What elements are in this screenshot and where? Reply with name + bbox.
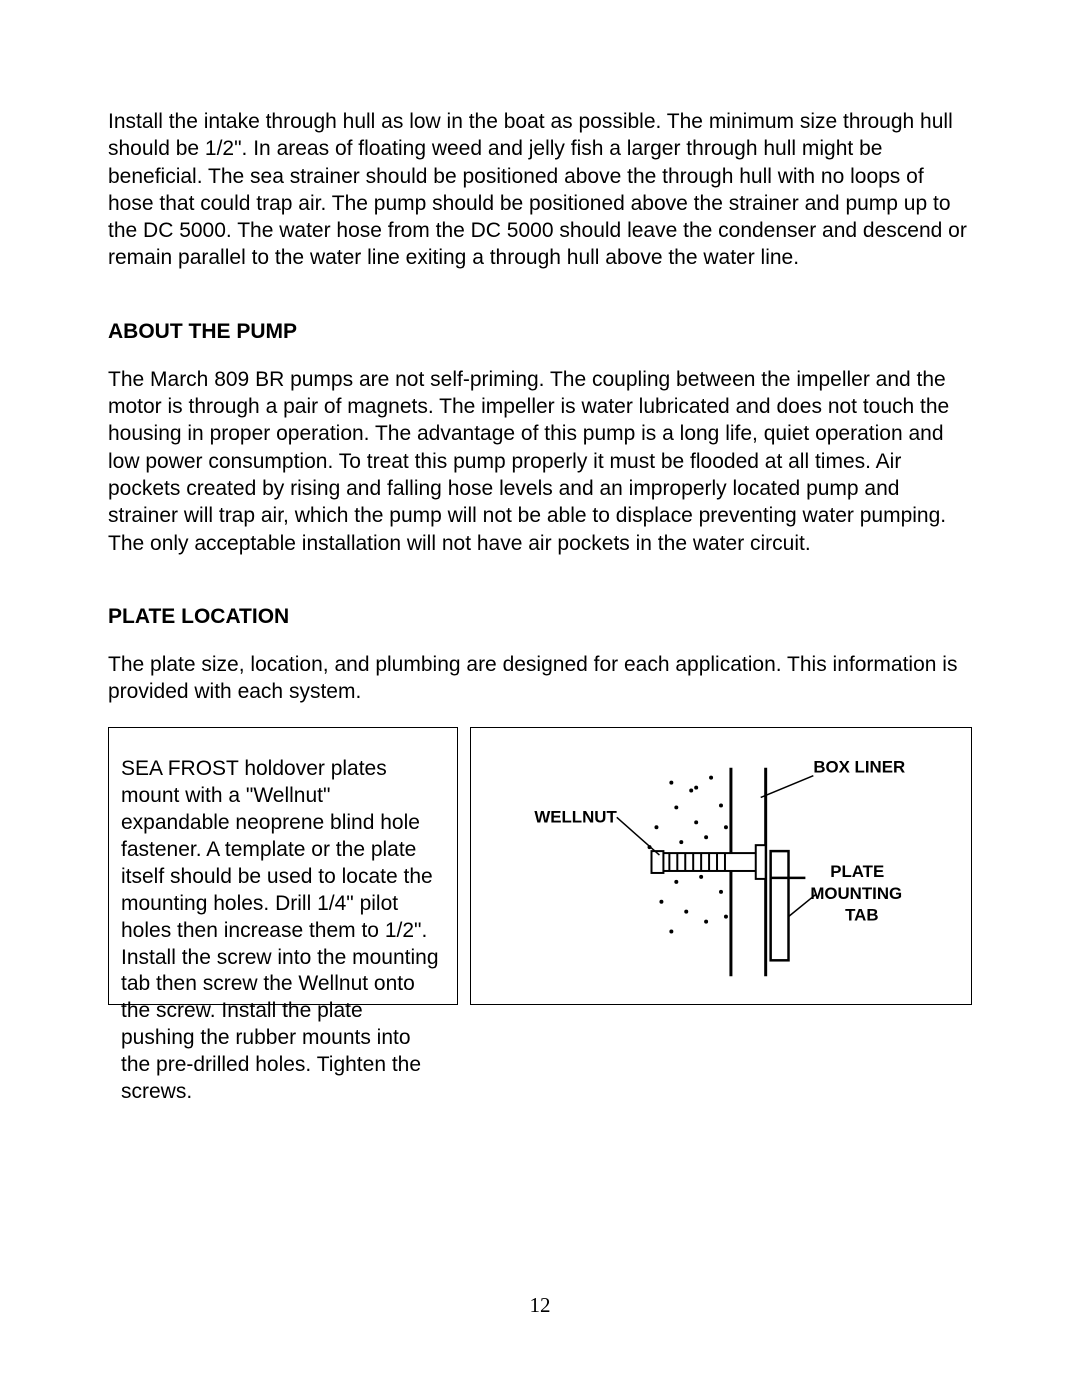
mounting-instructions-text: SEA FROST holdover plates mount with a "… [121, 756, 439, 1105]
heading-about-pump: ABOUT THE PUMP [108, 320, 972, 344]
mounting-instructions-box: SEA FROST holdover plates mount with a "… [108, 727, 458, 1005]
instruction-row: SEA FROST holdover plates mount with a "… [108, 727, 972, 1005]
svg-text:MOUNTING: MOUNTING [810, 884, 902, 903]
document-page: Install the intake through hull as low i… [0, 0, 1080, 1005]
label-wellnut: WELLNUT [534, 808, 617, 827]
label-box-liner: BOX LINER [813, 758, 905, 777]
svg-text:PLATE: PLATE [830, 862, 884, 881]
heading-plate-location: PLATE LOCATION [108, 605, 972, 629]
wellnut-diagram-box: WELLNUT BOX LINER PLATE MOUNTING TAB [470, 727, 972, 1005]
intro-paragraph: Install the intake through hull as low i… [108, 108, 972, 272]
label-plate-mounting-tab: PLATE MOUNTING TAB [810, 862, 902, 925]
about-pump-paragraph: The March 809 BR pumps are not self-prim… [108, 366, 972, 557]
plate-location-paragraph: The plate size, location, and plumbing a… [108, 651, 972, 706]
wellnut-diagram: WELLNUT BOX LINER PLATE MOUNTING TAB [471, 728, 971, 1004]
svg-text:TAB: TAB [845, 906, 878, 925]
page-number: 12 [0, 1293, 1080, 1318]
